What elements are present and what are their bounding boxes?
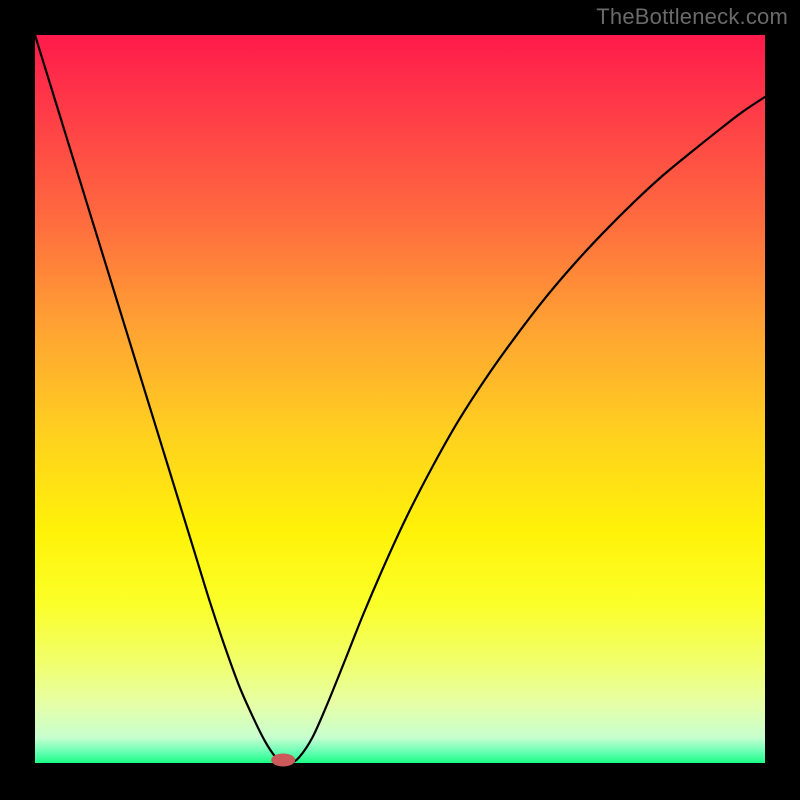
watermark-text: TheBottleneck.com [596,4,788,30]
plot-area-gradient [35,35,765,763]
bottleneck-chart [0,0,800,800]
chart-container: { "watermark": { "text": "TheBottleneck.… [0,0,800,800]
minimum-marker [271,754,295,767]
